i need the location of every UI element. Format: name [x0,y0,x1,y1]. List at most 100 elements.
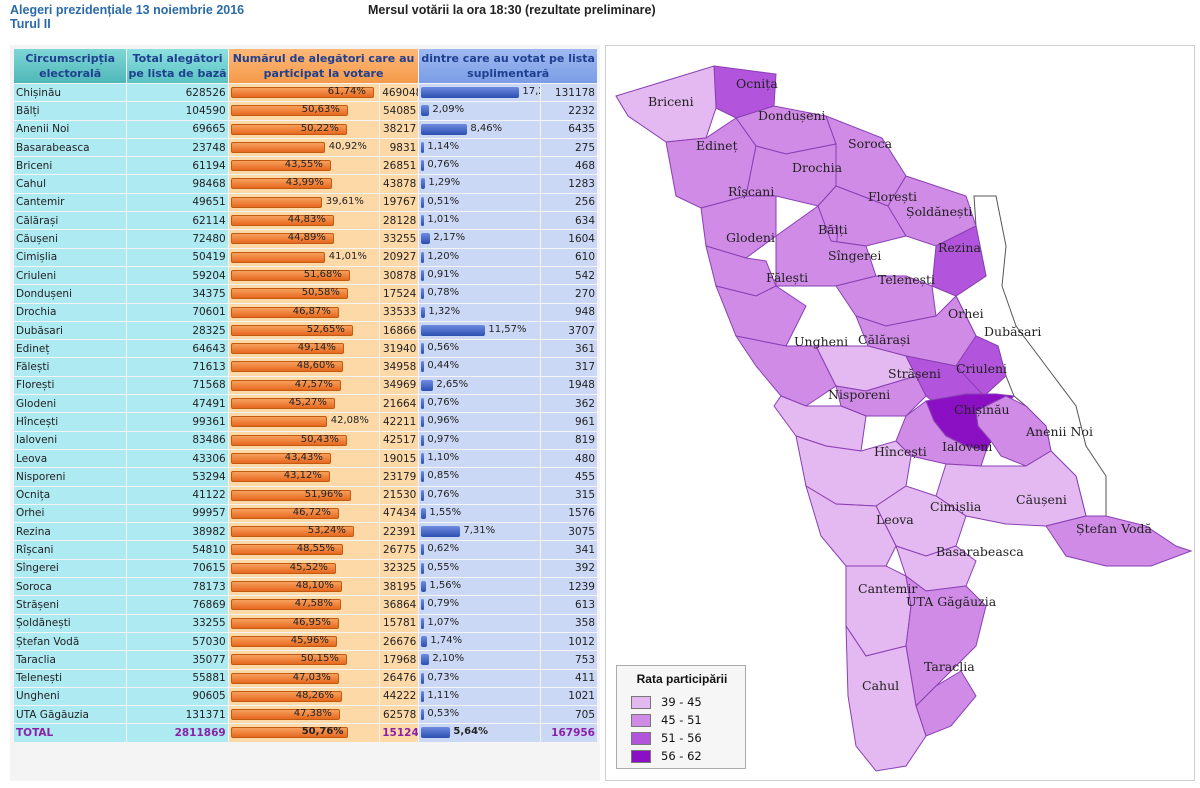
participation-bar [230,452,331,464]
supplementary-percent: 1,20% [427,250,460,262]
cell-supplementary-bar: 8,46% [419,120,540,138]
participation-bar [230,434,347,446]
cell-supplementary-votes: 3707 [540,321,597,340]
participants-count: 15781 [382,617,417,630]
district-name: Taraclia [16,653,56,666]
cell-circumscription: Criuleni [14,266,127,285]
total-voters: 72480 [192,233,226,246]
supplementary-count: 275 [574,141,595,154]
participants-count: 42517 [382,434,417,447]
participants-count: 20927 [382,251,417,264]
map-region[interactable] [905,574,987,708]
supplementary-percent: 0,76% [427,397,460,409]
district-name: Dondușeni [16,287,72,300]
results-table-panel: Circumscripția electorală Total alegător… [10,45,600,781]
supplementary-percent: 17,27% [522,86,539,97]
map-region-label: Cahul [862,678,899,693]
participants-count: 34969 [382,379,417,392]
participants-count: 26775 [382,544,417,557]
total-voters: 53294 [192,470,226,483]
cell-supplementary-votes: 392 [540,559,597,578]
cell-participants: 28128 [380,212,419,230]
supplementary-percent: 11,57% [488,323,527,335]
participation-percent: 46,95% [292,616,331,628]
supplementary-count: 1283 [568,178,595,191]
supplementary-count: 3075 [568,525,595,538]
legend-swatch [631,732,651,745]
supplementary-percent: 8,46% [470,122,503,134]
cell-supplementary-bar: 0,85% [419,468,540,486]
supplementary-bar [421,160,425,172]
total-voters: 71568 [192,379,226,392]
total-voters: 98468 [192,178,226,191]
cell-supplementary-votes: 6435 [540,120,597,138]
cell-participation-bar: 50,15% [228,651,380,669]
participation-percent: 44,83% [287,214,326,226]
map-region-label: Sîngerei [828,248,881,263]
cell-participants: 31940 [380,340,419,358]
participation-bar [230,215,334,227]
table-row: Chișinău 628526 61,74% 469048 17,27% 131178 [14,84,597,102]
participation-bar [230,178,332,190]
supplementary-percent: 0,76% [427,159,460,171]
map-region-label: Nisporeni [828,387,890,402]
supplementary-count: 610 [574,251,595,264]
cell-circumscription: UTA Găgăuzia [14,706,127,724]
total-voters: 83486 [192,434,226,447]
cell-participation-bar: 43,12% [228,468,380,486]
map-region[interactable] [1045,515,1193,567]
supplementary-count: 315 [574,489,595,502]
participation-percent: 45,52% [289,561,328,573]
cell-total-voters: 90605 [127,687,228,706]
map-region[interactable] [805,484,897,567]
table-row: Ialoveni 83486 50,43% 42517 0,97% 819 [14,431,597,449]
district-name: Călărași [16,214,59,227]
participants-count: 43878 [382,178,417,191]
participation-percent: 48,10% [295,580,334,592]
participants-count: 32325 [382,562,417,575]
total-voters: 55881 [192,672,226,685]
cell-total-voters: 98468 [127,175,228,193]
supplementary-percent: 2,17% [433,232,466,244]
supplementary-percent: 1,07% [427,616,460,628]
cell-participants: 33255 [380,230,419,248]
cell-participation-bar: 53,24% [228,523,380,541]
supplementary-percent: 2,09% [432,104,465,116]
participants-count: 31940 [382,342,417,355]
cell-total-voters: 83486 [127,431,228,449]
cell-total-voters: 2811869 [127,724,228,742]
district-name: Edineț [16,342,50,355]
supplementary-count: 392 [574,562,595,575]
cell-total-voters: 131371 [127,706,228,724]
participation-percent: 44,89% [287,232,326,244]
cell-supplementary-bar: 1,10% [419,449,540,468]
cell-participants: 15781 [380,614,419,632]
cell-supplementary-bar: 5,64% [419,724,540,742]
participation-bar [230,269,350,281]
cell-supplementary-bar: 0,55% [419,559,540,578]
supplementary-bar [421,379,434,391]
participation-percent: 39,61% [325,195,364,207]
participation-percent: 48,55% [296,543,335,555]
supplementary-bar [421,562,425,574]
map-region[interactable] [931,225,987,297]
map-region[interactable] [845,624,927,772]
district-name: Ocnița [16,489,51,502]
map-region[interactable] [775,205,877,287]
cell-participation-bar: 44,83% [228,212,380,230]
district-name: Basarabeasca [16,141,90,154]
map-region[interactable] [715,285,807,347]
map-region-label: Drochia [792,160,843,175]
table-row: UTA Găgăuzia 131371 47,38% 62578 0,53% 705 [14,706,597,724]
cell-participants: 9831 [380,138,419,157]
district-name: TOTAL [16,727,54,740]
header-circumscription: Circumscripția electorală [14,49,127,83]
table-row: Ocnița 41122 51,96% 21530 0,76% 315 [14,486,597,504]
cell-participation-bar: 50,76% [228,724,380,742]
participants-count: 26676 [382,635,417,648]
cell-participation-bar: 47,03% [228,669,380,687]
participants-count: 28128 [382,214,417,227]
supplementary-count: 1012 [568,635,595,648]
cell-participation-bar: 52,65% [228,321,380,340]
supplementary-count: 341 [574,544,595,557]
